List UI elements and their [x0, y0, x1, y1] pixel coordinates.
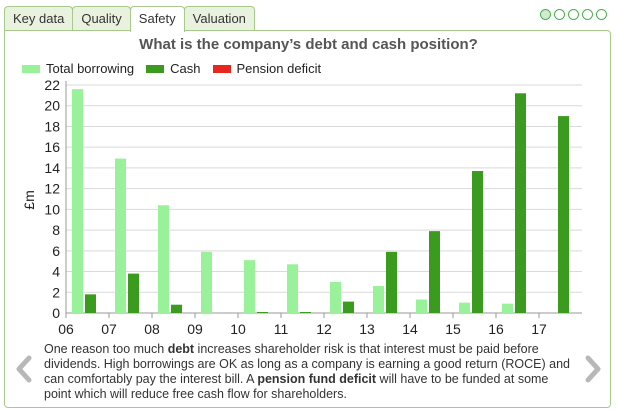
x-tick-label: 16 — [488, 321, 504, 337]
bar-total-borrowing-07 — [115, 158, 126, 313]
bar-total-borrowing-13 — [373, 286, 384, 313]
x-tick-label: 14 — [402, 321, 418, 337]
tab-quality[interactable]: Quality — [72, 6, 131, 30]
chevron-left-icon[interactable] — [14, 355, 34, 383]
y-tick-label: 4 — [52, 264, 60, 280]
x-tick-label: 07 — [101, 321, 117, 337]
pager-dot-2[interactable] — [554, 9, 565, 20]
bar-cash-06 — [85, 294, 96, 313]
bar-cash-13 — [386, 251, 397, 313]
bar-cash-15 — [472, 171, 483, 313]
bar-total-borrowing-06 — [72, 89, 83, 314]
chevron-right-icon[interactable] — [583, 355, 603, 383]
bar-total-borrowing-15 — [459, 302, 470, 313]
bar-cash-08 — [171, 304, 182, 313]
bar-cash-14 — [429, 231, 440, 313]
bar-cash-12 — [343, 301, 354, 313]
legend-swatch-pension-deficit — [212, 64, 231, 73]
tab-key-data[interactable]: Key data — [4, 6, 74, 30]
bar-cash-10 — [257, 311, 268, 313]
chart-legend: Total borrowing Cash Pension deficit — [22, 61, 333, 76]
x-tick-label: 11 — [274, 321, 289, 337]
chart-panel — [4, 30, 611, 408]
y-tick-label: 8 — [52, 222, 60, 238]
bar-total-borrowing-12 — [330, 281, 341, 313]
legend-label-pension-deficit: Pension deficit — [236, 61, 322, 76]
y-tick-label: 12 — [44, 181, 60, 197]
x-tick-label: 17 — [531, 321, 547, 337]
caption-part-2: increases shareholder risk is that inter… — [44, 342, 570, 386]
y-tick-label: 6 — [52, 243, 60, 259]
chart-title: What is the company’s debt and cash posi… — [139, 36, 478, 53]
bar-total-borrowing-10 — [244, 260, 255, 313]
bar-cash-17 — [558, 116, 569, 313]
bar-cash-07 — [128, 273, 139, 313]
x-tick-label: 12 — [316, 321, 332, 337]
legend-label-cash: Cash — [170, 61, 201, 76]
x-tick-label: 10 — [230, 321, 246, 337]
y-tick-label: 14 — [44, 160, 60, 176]
caption-part-3: will have to be funded at some point whi… — [44, 372, 549, 401]
caption-bold-debt: debt — [167, 342, 195, 356]
caption-part-1: One reason too much — [44, 342, 168, 356]
x-tick-label: 08 — [144, 321, 160, 337]
caption-text: One reason too much debt increases share… — [44, 342, 576, 402]
bar-total-borrowing-16 — [502, 303, 513, 313]
bar-total-borrowing-14 — [416, 299, 427, 313]
y-tick-label: 2 — [52, 284, 60, 300]
y-tick-label: 16 — [44, 139, 60, 155]
x-tick-label: 09 — [187, 321, 203, 337]
y-tick-label: 18 — [44, 118, 60, 134]
tab-safety[interactable]: Safety — [129, 6, 185, 32]
y-axis-label: £m — [21, 190, 37, 209]
y-tick-label: 20 — [44, 98, 60, 114]
bar-cash-11 — [300, 311, 311, 313]
legend-item-cash: Cash — [146, 61, 201, 76]
legend-item-total-borrowing: Total borrowing — [22, 61, 134, 76]
bar-total-borrowing-08 — [158, 205, 169, 313]
pager-dot-3[interactable] — [568, 9, 579, 20]
y-tick-label: 22 — [44, 77, 60, 93]
tab-bar: Key data Quality Safety Valuation — [4, 6, 255, 32]
bar-cash-16 — [515, 93, 526, 313]
caption-bold-pension: pension fund deficit — [257, 372, 377, 386]
y-tick-label: 0 — [52, 305, 60, 321]
y-tick-label: 10 — [44, 201, 60, 217]
bar-total-borrowing-09 — [201, 251, 212, 313]
legend-label-total-borrowing: Total borrowing — [46, 61, 135, 76]
pager-dot-1[interactable] — [540, 9, 551, 20]
x-tick-label: 15 — [445, 321, 461, 337]
pager-dot-4[interactable] — [582, 9, 593, 20]
pager-dots — [540, 9, 607, 20]
legend-swatch-cash — [146, 64, 165, 73]
pager-dot-5[interactable] — [596, 9, 607, 20]
legend-item-pension-deficit: Pension deficit — [212, 61, 322, 76]
legend-swatch-total-borrowing — [22, 64, 40, 73]
x-tick-label: 06 — [58, 321, 74, 337]
x-tick-label: 13 — [359, 321, 375, 337]
tab-valuation[interactable]: Valuation — [183, 6, 255, 30]
bar-total-borrowing-11 — [287, 264, 298, 313]
